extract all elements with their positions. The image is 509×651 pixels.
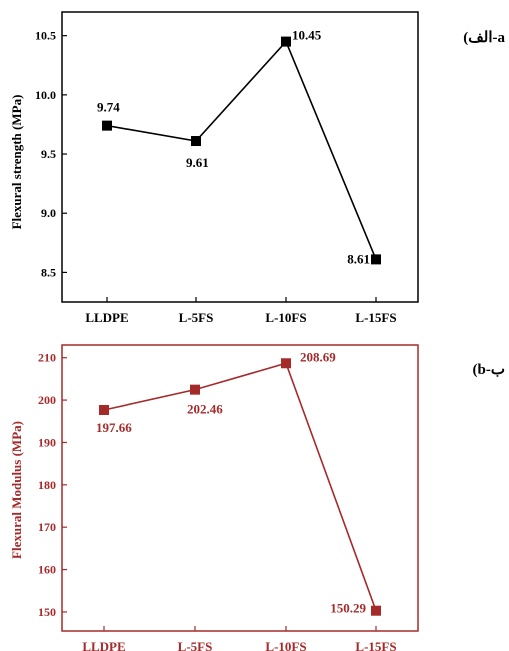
y-tick-label: 8.5 [41,265,56,279]
x-tick-label: LLDPE [85,310,128,325]
y-ticks-b: 150 160 170 180 190 200 210 [38,351,67,619]
y-tick-label: 9.5 [41,147,56,161]
x-categories-b: LLDPE L-5FS L-10FS L-15FS [82,626,397,651]
y-ticks-a: 8.5 9.0 9.5 10.0 10.5 [35,29,67,279]
data-label: 197.66 [96,420,132,435]
data-point [99,404,109,415]
data-point [371,605,381,616]
data-label: 8.61 [347,251,370,266]
x-tick-label: L-5FS [178,639,213,651]
x-tick-label: L-15FS [355,639,396,651]
y-tick-label: 190 [38,435,56,449]
data-label: 202.46 [187,402,223,417]
data-labels-b: 197.66 202.46 208.69 150.29 [96,349,367,615]
data-label: 208.69 [300,349,336,364]
y-tick-label: 10.0 [35,88,56,102]
data-labels-a: 9.74 9.61 10.45 8.61 [97,28,370,267]
y-axis-label-a: Flexural strength (MPa) [9,95,24,230]
panel-label-b: (b-ب [473,362,505,378]
data-point [102,120,112,131]
data-label: 10.45 [292,28,322,43]
series-line-a [106,40,377,260]
y-axis-label-b: Flexural Modulus (MPa) [9,421,24,559]
y-tick-label: 210 [38,351,56,365]
x-categories-a: LLDPE L-5FS L-10FS L-15FS [85,297,397,325]
x-tick-label: L-5FS [179,310,214,325]
data-label: 9.74 [97,100,120,115]
x-tick-label: L-15FS [355,310,396,325]
x-tick-label: LLDPE [82,639,125,651]
y-tick-label: 160 [38,563,56,577]
y-tick-label: 180 [38,478,56,492]
y-tick-label: 9.0 [41,206,56,220]
data-point [191,136,201,147]
data-point [281,358,291,369]
data-label: 150.29 [330,601,366,616]
markers-a [102,36,381,265]
chart-panel-b: (b-ب Flexural Modulus (MPa) 150 160 170 180… [9,344,505,651]
series-line-b [103,362,377,611]
y-tick-label: 170 [38,520,56,534]
data-point [190,384,200,395]
data-point [371,254,381,265]
y-tick-label: 150 [38,605,56,619]
panel-label-a: (الف-a [463,30,505,46]
plot-frame-a [61,11,419,303]
y-tick-label: 10.5 [35,29,56,43]
plot-frame-b [61,344,419,632]
x-tick-label: L-10FS [265,639,306,651]
data-point [281,36,291,47]
y-tick-label: 200 [38,393,56,407]
x-tick-label: L-10FS [265,310,306,325]
chart-panel-a: (الف-a Flexural strength (MPa) 8.5 9.0 9.5… [9,11,505,325]
markers-b [99,358,381,616]
data-label: 9.61 [186,155,209,170]
